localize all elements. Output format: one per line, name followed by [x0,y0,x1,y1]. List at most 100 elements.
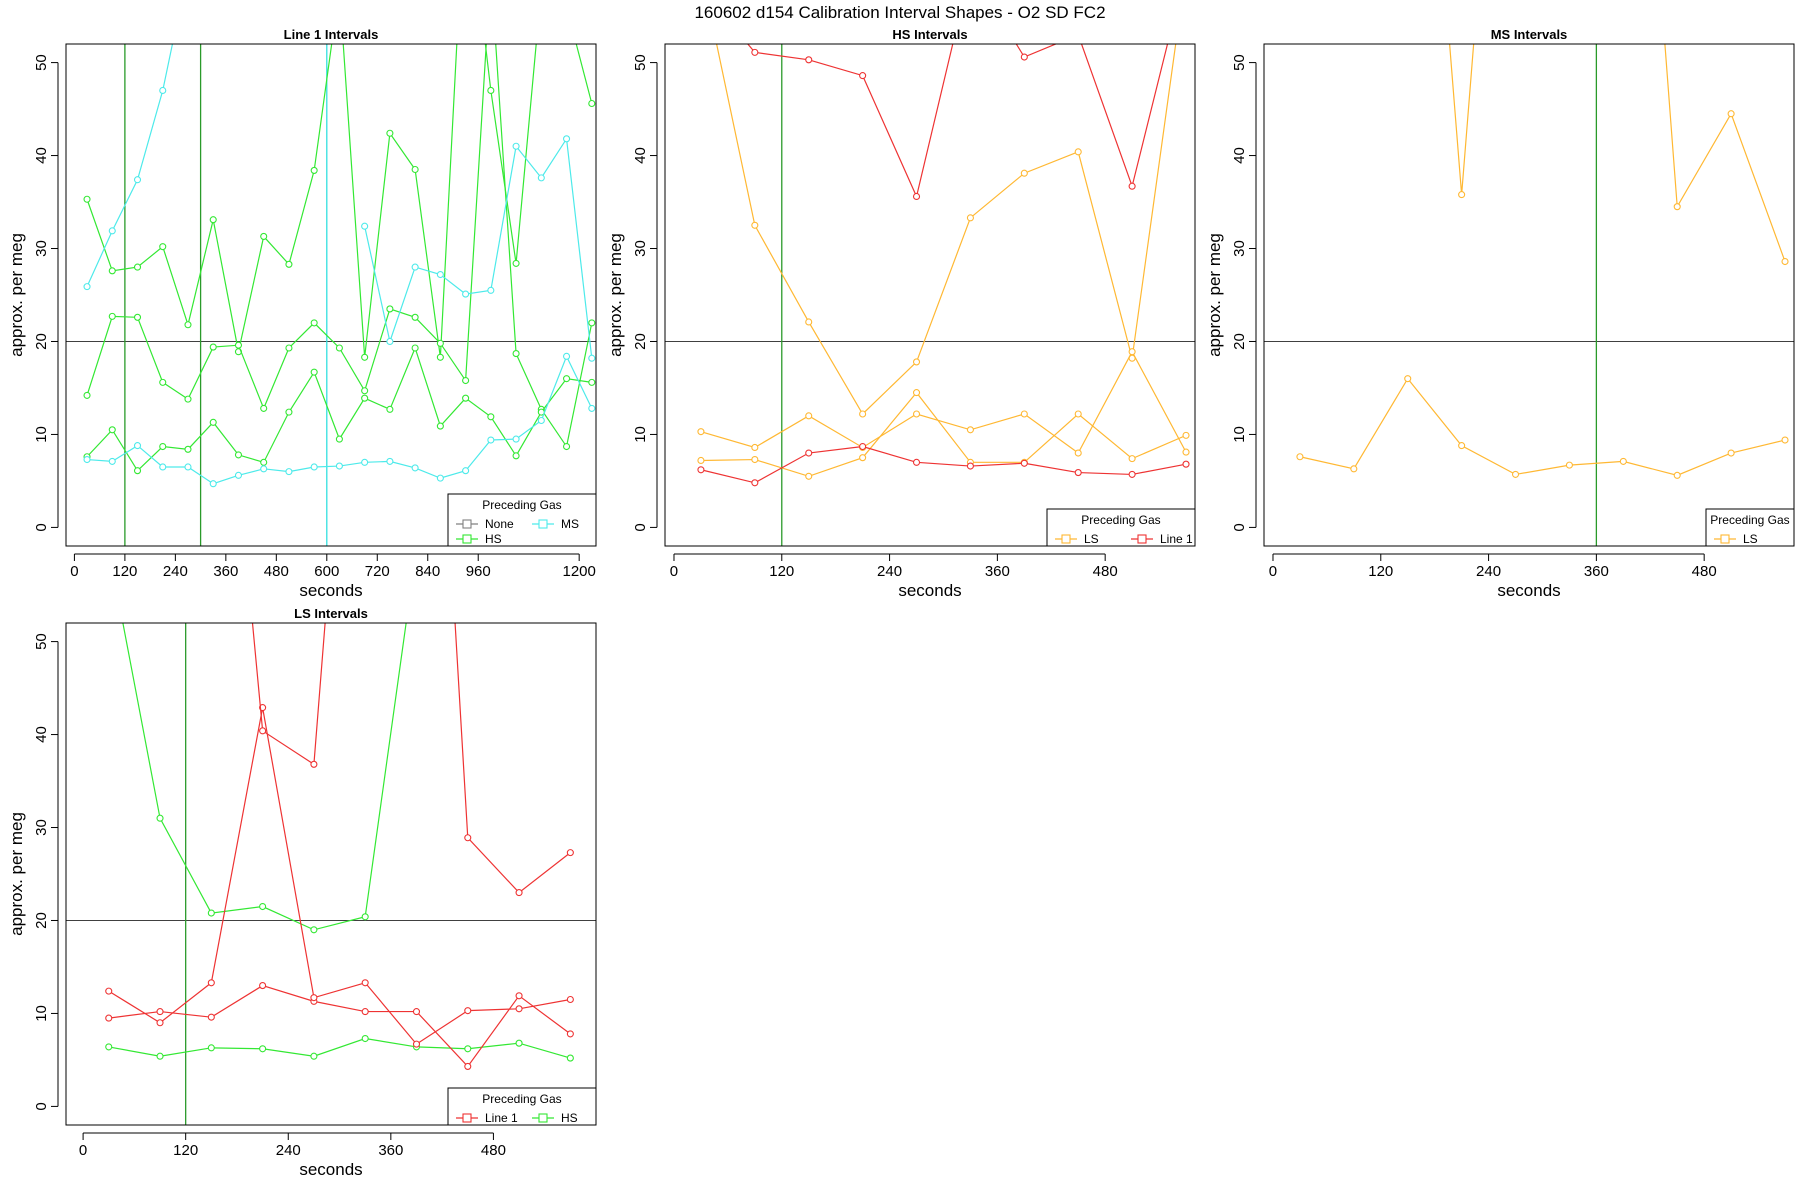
legend-title: Preceding Gas [482,498,561,512]
data-point [588,404,596,412]
data-point [234,341,243,349]
data-point [566,1054,574,1062]
plot-frame [65,622,597,1126]
x-tick-label: 480 [264,563,289,580]
legend-title: Preceding Gas [1081,513,1160,527]
data-point [310,994,318,1002]
y-tick-label: 0 [33,1102,50,1110]
x-axis: 0 120 240 360 480 seconds [1269,553,1717,600]
chart-panel-ls-intervals: LS Intervals 0 120 240 360 480 seconds 0 10 20 30 4… [7,606,597,1179]
x-tick-label: 480 [481,1142,506,1159]
y-tick-label: 40 [33,147,50,164]
y-tick-label: 50 [33,633,50,650]
x-tick-label: 240 [1476,563,1501,580]
legend-swatch-marker [462,1113,472,1123]
data-point [108,267,116,275]
series-line [108,1037,571,1059]
series-hs-1 [83,44,596,451]
legend-entry-hs: HS [532,1111,578,1125]
data-point [912,458,921,466]
x-axis-label: seconds [299,581,362,600]
data-point [133,442,142,450]
series-line [700,445,1187,484]
data-point [1673,203,1681,211]
x-tick-label: 120 [173,1142,198,1159]
series-ls-2 [1664,44,1789,266]
data-point [209,343,217,351]
data-point [105,987,113,995]
legend-swatch-marker [462,534,472,544]
x-tick-label: 0 [70,563,78,580]
data-point [1404,375,1412,383]
data-point [512,350,520,358]
data-point [310,926,318,934]
data-point [159,86,167,95]
data-point [912,389,921,397]
series-ls-2 [697,389,1190,480]
x-tick-label: 360 [1584,563,1609,580]
data-point [83,455,91,464]
x-axis: 0 120 240 360 480 seconds [79,1132,506,1179]
chart-title: Line 1 Intervals [284,27,379,42]
data-point [411,464,419,472]
data-point [462,394,470,402]
legend-label: LS [1743,532,1758,546]
data-point [1020,410,1028,418]
y-axis: 0 10 20 30 40 50 approx. per meg [1205,54,1257,532]
y-tick-label: 20 [1231,333,1248,350]
data-point [697,428,705,436]
data-point [310,1052,318,1060]
y-axis: 0 10 20 30 40 50 approx. per meg [7,633,59,1111]
y-tick-label: 30 [1231,240,1248,257]
x-tick-label: 120 [1368,563,1393,580]
data-point [487,413,495,421]
data-point [563,352,571,360]
series-line [454,623,571,894]
y-tick-label: 10 [1231,426,1248,443]
data-point [260,465,268,473]
data-point [133,313,142,321]
chart-panel-hs-intervals: HS Intervals 0 120 240 360 480 seconds 0 10 20 30 4… [606,27,1196,600]
y-tick-label: 50 [632,54,649,71]
legend-swatch-marker [462,519,472,529]
data-point [563,375,571,383]
legend-entry-line-1: Line 1 [1131,532,1193,546]
x-tick-label: 0 [79,1142,87,1159]
series-line [108,707,571,1045]
series-line-1-4 [251,623,326,768]
data-point [156,814,164,822]
data-point [184,463,192,471]
data-point [259,1045,267,1053]
legend-entry-ms: MS [532,517,579,531]
data-point [207,909,215,917]
data-point [234,451,243,459]
data-point [1458,191,1466,199]
x-axis-label: seconds [898,581,961,600]
series-ls-0 [1296,375,1789,479]
data-point [361,458,369,466]
data-point [566,849,574,857]
data-point [310,368,318,376]
data-point [361,1008,369,1016]
x-tick-label: 480 [1692,563,1717,580]
data-point [1020,459,1028,467]
legend-swatch-marker [1137,534,1147,544]
panels: Line 1 Intervals 0 120 240 360 480 600 720 840 96… [7,27,1795,1179]
data-point [105,1043,113,1051]
data-point [462,290,470,298]
y-axis-label: approx. per meg [1205,233,1224,357]
x-tick-label: 240 [276,1142,301,1159]
data-point [105,1014,113,1022]
data-point [159,463,167,471]
y-tick-label: 50 [1231,54,1248,71]
data-point [436,339,444,347]
data-point [1565,461,1573,469]
y-tick-label: 40 [33,726,50,743]
data-point [260,232,268,240]
series-line-1-4 [747,44,1169,201]
y-tick-label: 0 [632,523,649,531]
plot-frame [664,43,1196,547]
x-tick-label: 0 [1269,563,1277,580]
data-point [1781,257,1789,266]
legend-label: HS [561,1111,578,1125]
